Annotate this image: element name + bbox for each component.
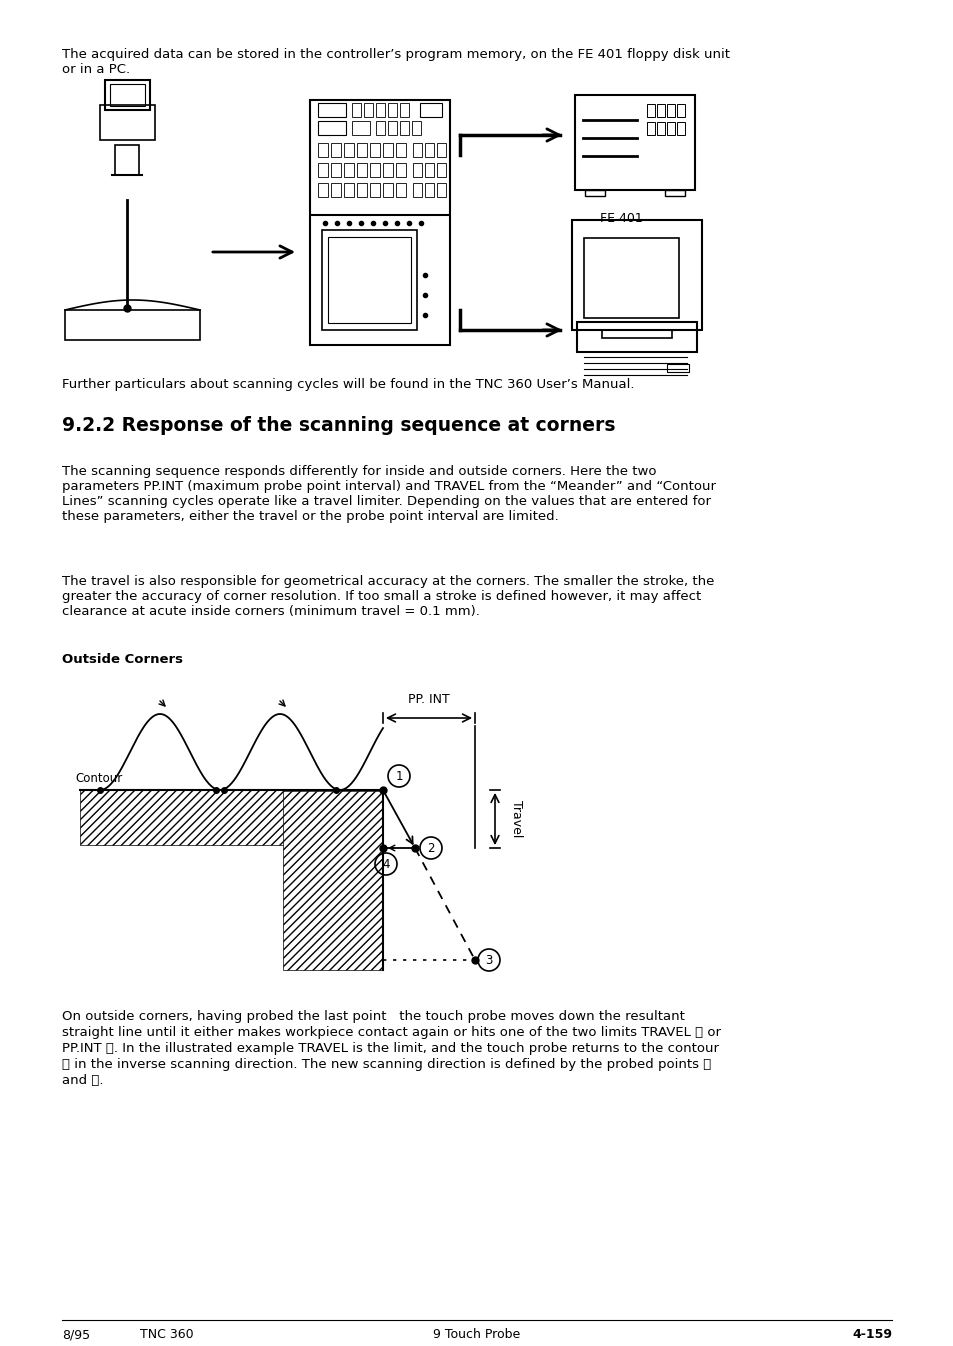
Bar: [356, 183, 367, 197]
Bar: [666, 122, 675, 135]
Bar: [664, 190, 684, 197]
Bar: [413, 183, 421, 197]
Bar: [646, 104, 655, 117]
Bar: [436, 163, 446, 178]
Bar: [328, 237, 411, 323]
Text: Travel: Travel: [510, 801, 522, 837]
Bar: [375, 104, 385, 117]
Bar: [412, 121, 420, 135]
Text: Ⓒ in the inverse scanning direction. The new scanning direction is defined by th: Ⓒ in the inverse scanning direction. The…: [62, 1058, 711, 1071]
Text: 3: 3: [485, 953, 492, 966]
Bar: [677, 104, 684, 117]
Bar: [395, 163, 406, 178]
Polygon shape: [283, 791, 382, 970]
Bar: [399, 104, 409, 117]
Bar: [657, 104, 664, 117]
Text: 4-159: 4-159: [851, 1329, 891, 1341]
Bar: [115, 145, 139, 175]
Bar: [370, 143, 379, 157]
Text: 8/95: 8/95: [62, 1329, 90, 1341]
Bar: [583, 238, 679, 318]
Bar: [375, 121, 385, 135]
Bar: [666, 363, 688, 371]
Text: 9.2.2 Response of the scanning sequence at corners: 9.2.2 Response of the scanning sequence …: [62, 416, 615, 435]
Text: 4: 4: [382, 857, 390, 871]
Bar: [572, 219, 701, 330]
Text: PP.INT Ⓑ. In the illustrated example TRAVEL is the limit, and the touch probe re: PP.INT Ⓑ. In the illustrated example TRA…: [62, 1042, 719, 1055]
Bar: [100, 105, 154, 140]
Bar: [601, 330, 671, 338]
Bar: [382, 143, 393, 157]
Bar: [577, 322, 697, 353]
Bar: [677, 122, 684, 135]
Text: 1: 1: [395, 770, 402, 782]
Bar: [310, 100, 450, 345]
Polygon shape: [80, 790, 382, 845]
Bar: [370, 163, 379, 178]
Bar: [436, 143, 446, 157]
Bar: [382, 183, 393, 197]
Text: PP. INT: PP. INT: [408, 693, 450, 707]
Bar: [331, 163, 340, 178]
Bar: [575, 96, 695, 190]
Bar: [356, 163, 367, 178]
Text: Contour: Contour: [75, 773, 122, 785]
Bar: [352, 121, 370, 135]
Text: straight line until it either makes workpiece contact again or hits one of the t: straight line until it either makes work…: [62, 1026, 720, 1039]
Bar: [413, 163, 421, 178]
Bar: [356, 143, 367, 157]
Bar: [344, 183, 354, 197]
Bar: [331, 143, 340, 157]
Bar: [399, 121, 409, 135]
Bar: [370, 183, 379, 197]
Bar: [395, 143, 406, 157]
Bar: [364, 104, 373, 117]
Text: The scanning sequence responds differently for inside and outside corners. Here : The scanning sequence responds different…: [62, 464, 716, 524]
Bar: [105, 79, 150, 110]
Text: FE 401: FE 401: [599, 213, 642, 225]
Bar: [331, 183, 340, 197]
Bar: [666, 104, 675, 117]
Bar: [419, 104, 441, 117]
Bar: [436, 183, 446, 197]
Bar: [424, 163, 434, 178]
Text: 2: 2: [427, 841, 435, 855]
Bar: [382, 163, 393, 178]
Bar: [657, 122, 664, 135]
Bar: [424, 183, 434, 197]
Text: TNC 360: TNC 360: [140, 1329, 193, 1341]
Text: and Ⓒ.: and Ⓒ.: [62, 1074, 103, 1088]
Bar: [317, 104, 346, 117]
Bar: [584, 190, 604, 197]
Bar: [413, 143, 421, 157]
Bar: [646, 122, 655, 135]
Bar: [352, 104, 360, 117]
Bar: [424, 143, 434, 157]
Bar: [388, 104, 396, 117]
Bar: [317, 183, 328, 197]
Bar: [344, 163, 354, 178]
Bar: [317, 163, 328, 178]
Text: Outside Corners: Outside Corners: [62, 653, 183, 666]
Text: The travel is also responsible for geometrical accuracy at the corners. The smal: The travel is also responsible for geome…: [62, 575, 714, 618]
Bar: [388, 121, 396, 135]
Text: The acquired data can be stored in the controller’s program memory, on the FE 40: The acquired data can be stored in the c…: [62, 48, 729, 75]
Bar: [322, 230, 416, 330]
Bar: [395, 183, 406, 197]
Bar: [110, 83, 145, 106]
Text: 9 Touch Probe: 9 Touch Probe: [433, 1329, 520, 1341]
Text: Further particulars about scanning cycles will be found in the TNC 360 User’s Ma: Further particulars about scanning cycle…: [62, 378, 634, 390]
Bar: [317, 143, 328, 157]
Bar: [317, 121, 346, 135]
Text: On outside corners, having probed the last point   the touch probe moves down th: On outside corners, having probed the la…: [62, 1010, 684, 1023]
Bar: [344, 143, 354, 157]
